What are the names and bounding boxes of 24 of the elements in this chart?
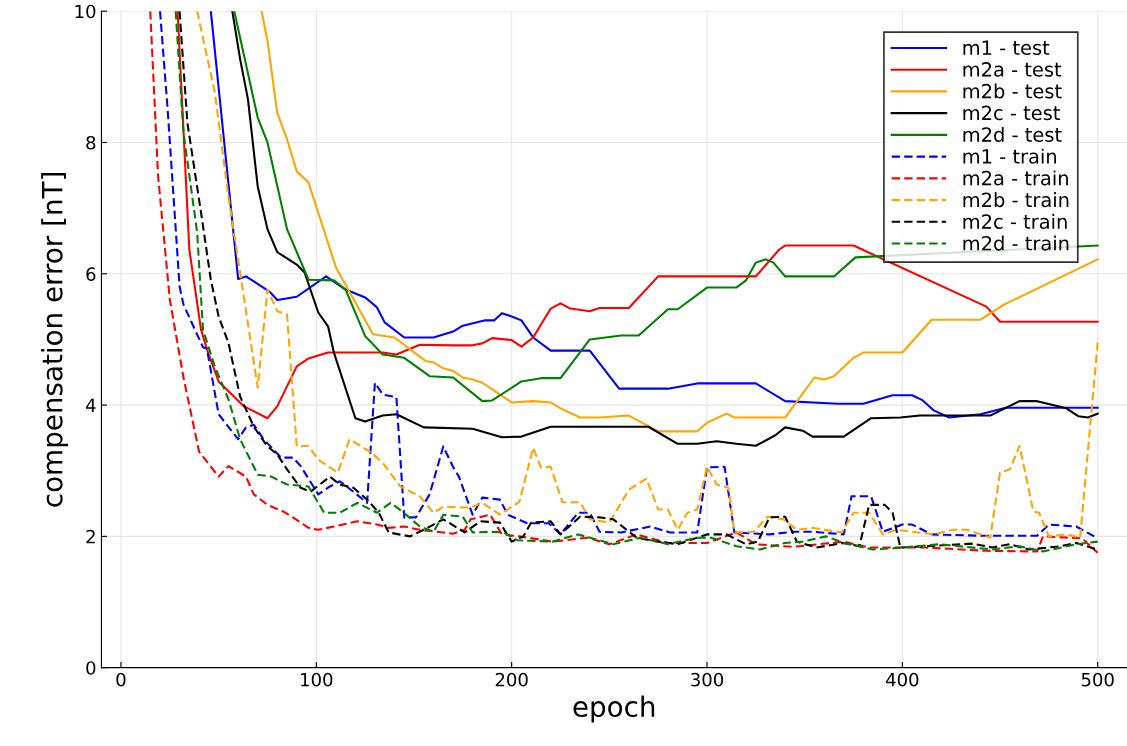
legend-label: m1 - test (963, 40, 1050, 56)
legend-label: m2a - train (963, 170, 1068, 186)
legend-label: m2b - test (963, 83, 1062, 99)
legend-label: m2d - train (963, 235, 1069, 251)
y-tick-label: 6 (86, 267, 96, 281)
x-tick-label: 300 (691, 672, 724, 687)
legend-label: m2d - test (963, 126, 1062, 142)
y-tick-label: 10 (75, 4, 96, 19)
x-tick-label: 500 (1081, 672, 1114, 687)
y-axis-title: compensation error [nT] (41, 173, 69, 507)
x-tick-label: 400 (886, 672, 919, 687)
x-axis-title: epoch (573, 695, 655, 723)
legend-label: m2c - test (963, 105, 1060, 121)
legend-label: m1 - train (963, 148, 1057, 164)
x-tick-label: 0 (116, 672, 126, 687)
y-tick-label: 0 (86, 661, 96, 675)
y-tick-label: 8 (86, 135, 96, 150)
legend-label: m2b - train (963, 192, 1069, 208)
legend-label: m2c - train (963, 213, 1067, 229)
y-tick-label: 2 (86, 529, 95, 544)
x-tick-label: 200 (495, 672, 528, 687)
legend-label: m2a - test (963, 62, 1062, 77)
x-tick-label: 100 (301, 672, 333, 687)
y-tick-label: 4 (85, 398, 96, 412)
